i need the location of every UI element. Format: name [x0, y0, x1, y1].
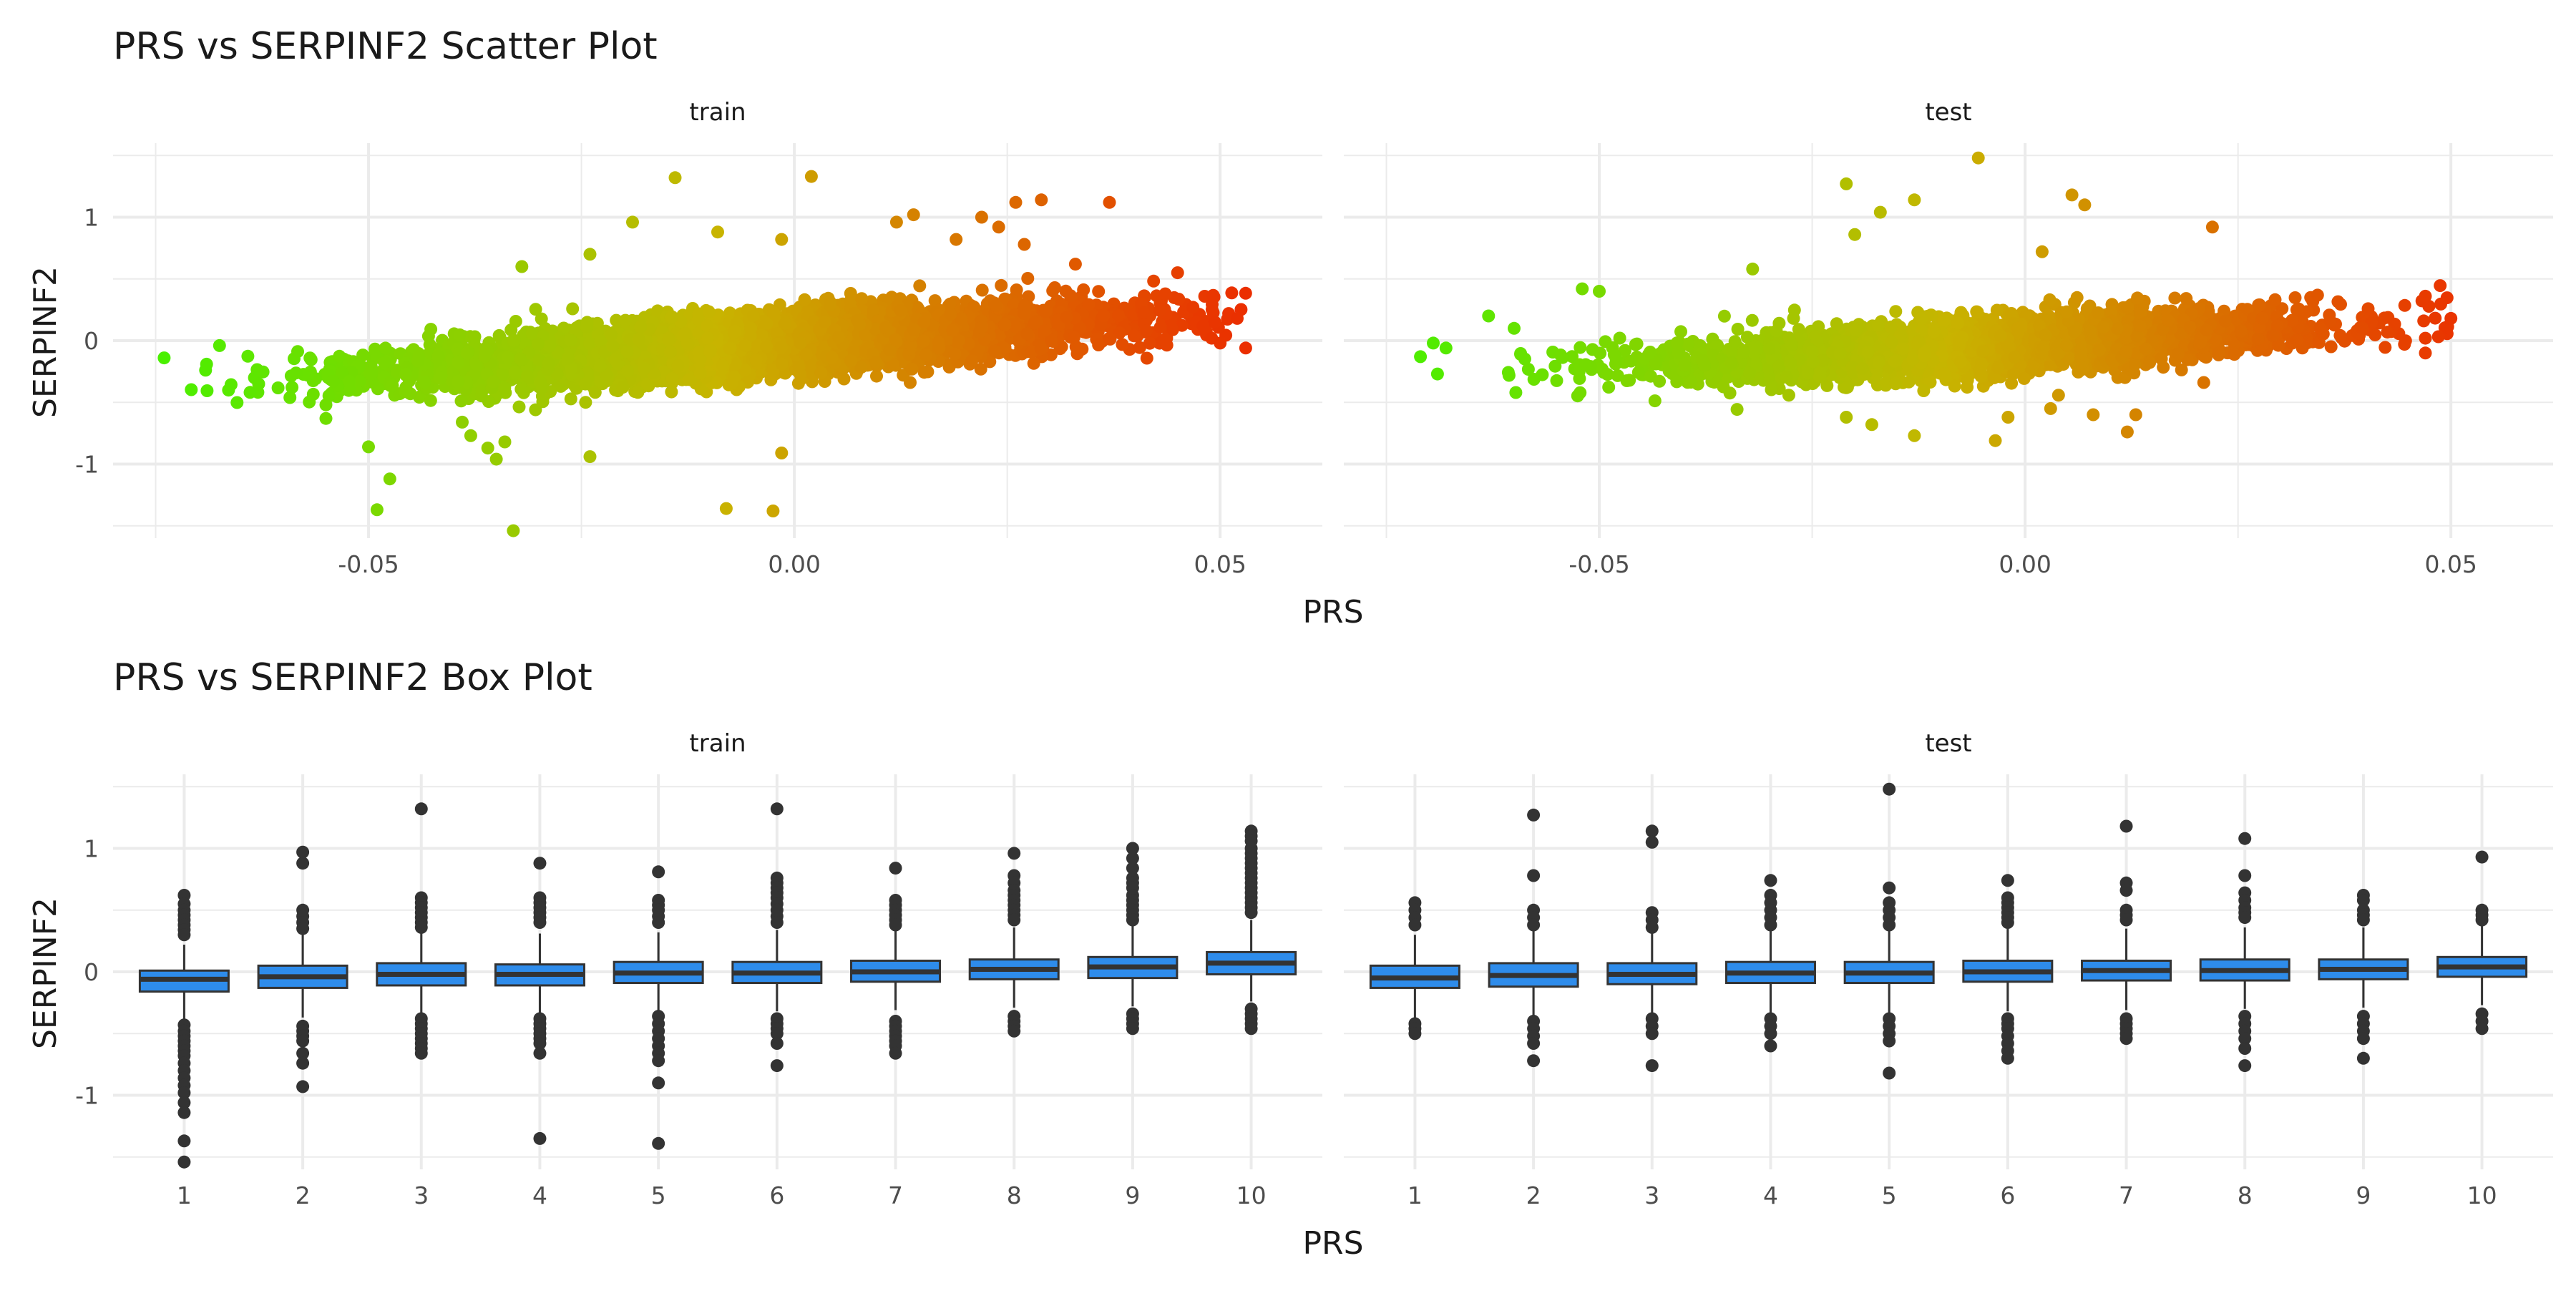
scatter-point	[379, 341, 392, 354]
scatter-point	[1239, 287, 1252, 300]
scatter-points-train	[185, 272, 1252, 416]
scatter-point	[199, 364, 212, 376]
scatter-point	[272, 381, 285, 394]
scatter-title: PRS vs SERPINF2 Scatter Plot	[113, 25, 658, 68]
scatter-point	[424, 394, 437, 407]
scatter-point	[1116, 338, 1128, 351]
scatter-point	[1077, 283, 1090, 296]
scatter-point	[1021, 272, 1034, 285]
scatter-point	[230, 396, 243, 409]
scatter-point	[185, 384, 197, 396]
scatter-point	[455, 394, 468, 407]
scatter-point	[1147, 275, 1160, 288]
scatter-point	[291, 345, 304, 358]
scatter-point	[1225, 286, 1238, 299]
scatter-point	[579, 396, 592, 409]
scatter-point	[566, 303, 579, 316]
scatter-facet-label-test: test	[1925, 98, 1971, 127]
scatter-point	[1092, 285, 1105, 298]
scatter-point	[241, 350, 254, 363]
scatter-point	[200, 384, 213, 397]
scatter-point	[995, 279, 1008, 292]
scatter-point	[1141, 352, 1153, 365]
scatter-point	[253, 378, 265, 391]
scatter-facet-label-train: train	[689, 98, 746, 127]
scatter-point	[1048, 281, 1061, 294]
scatter-plot: PRS vs SERPINF2 Scatter Plot train test …	[27, 25, 2553, 630]
scatter-point	[1208, 291, 1221, 303]
scatter-point	[422, 330, 435, 343]
scatter-point	[303, 351, 316, 364]
